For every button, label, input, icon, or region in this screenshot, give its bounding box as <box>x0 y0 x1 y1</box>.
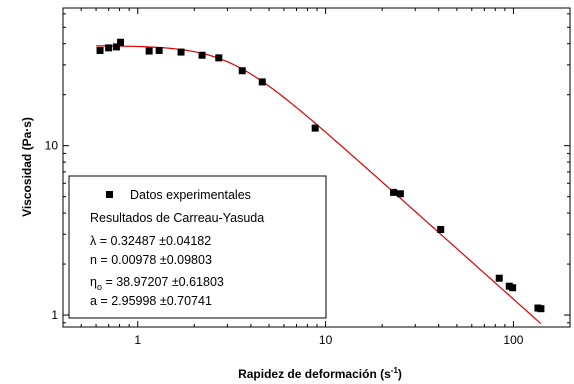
x-axis-title: Rapidez de deformación (s-1) <box>238 366 402 381</box>
y-tick-label: 1 <box>51 308 58 322</box>
legend-entry-data: Datos experimentales <box>130 188 251 202</box>
data-point <box>238 67 246 75</box>
legend-marker <box>106 191 113 198</box>
data-point <box>495 274 503 282</box>
data-point <box>437 225 445 233</box>
data-point <box>215 54 223 62</box>
data-point <box>112 43 120 51</box>
x-tick-label: 1 <box>134 333 141 347</box>
axis-ticks <box>62 8 571 327</box>
plot-frame <box>62 7 571 328</box>
legend-param-4: a = 2.95998 ±0.70741 <box>90 294 212 308</box>
data-point <box>105 44 113 52</box>
param-symbol: λ <box>90 234 97 248</box>
param-symbol: η <box>90 275 97 289</box>
data-point <box>117 38 125 46</box>
legend-box <box>68 175 327 319</box>
legend-param-3: ηo = 38.97207 ±0.61803 <box>90 275 224 292</box>
data-point <box>177 48 185 56</box>
data-point <box>96 46 104 54</box>
param-symbol: n <box>90 253 97 267</box>
x-axis-title-end: ) <box>398 367 402 381</box>
param-value: = 0.00978 ±0.09803 <box>97 253 212 267</box>
y-axis-title: Viscosidad (Pa·s) <box>20 117 34 217</box>
data-point <box>509 284 517 292</box>
legend-param-1: λ = 0.32487 ±0.04182 <box>90 234 211 248</box>
param-value: = 38.97207 ±0.61803 <box>102 275 224 289</box>
data-point <box>311 124 319 132</box>
param-subscript: o <box>97 282 102 292</box>
data-point <box>390 188 398 196</box>
legend-entry-fit: Resultados de Carreau-Yasuda <box>90 211 264 225</box>
legend-param-2: n = 0.00978 ±0.09803 <box>90 253 212 267</box>
data-point <box>145 47 153 55</box>
plot-area-border <box>62 7 571 328</box>
x-tick-label: 100 <box>503 333 523 347</box>
data-point <box>198 51 206 59</box>
param-value: = 0.32487 ±0.04182 <box>96 234 211 248</box>
x-tick-label: 10 <box>319 333 333 347</box>
data-point <box>258 78 266 86</box>
data-point <box>537 305 545 313</box>
x-axis-title-sup: -1 <box>391 366 399 375</box>
param-value: = 2.95998 ±0.70741 <box>97 294 212 308</box>
data-point <box>396 190 404 198</box>
param-symbol: a <box>90 294 97 308</box>
tick-labels: 1 10 100 1 10 <box>45 139 524 347</box>
legend: Datos experimentales Resultados de Carrea… <box>68 175 327 319</box>
x-axis-title-main: Rapidez de deformación (s <box>238 367 391 381</box>
data-points-layer <box>96 38 545 313</box>
data-point <box>155 46 163 54</box>
y-tick-label: 10 <box>45 139 59 153</box>
